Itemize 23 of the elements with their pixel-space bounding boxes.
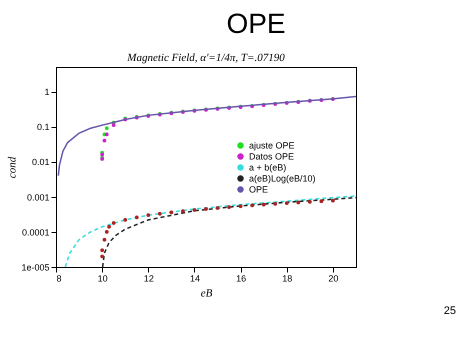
- y-tick-label: 0.1: [36, 122, 50, 132]
- legend-label: a(eB)Log(eB/10): [249, 174, 316, 184]
- chart-title: Magnetic Field, α'=1/4π, T=.07190: [126, 52, 286, 64]
- y-tick-label: 1e-005: [21, 262, 50, 272]
- x-tick-label: 8: [56, 274, 62, 284]
- x-tick-label: 18: [282, 274, 292, 284]
- legend-label: a + b(eB): [249, 162, 286, 172]
- y-axis-title: cond: [6, 156, 18, 178]
- y-tick-label: 0.001: [26, 192, 50, 202]
- x-tick-label: 12: [144, 274, 154, 284]
- x-axis-title: eB: [200, 288, 213, 300]
- y-tick-label: 1: [44, 87, 50, 98]
- legend-label: ajuste OPE: [249, 140, 295, 150]
- x-tick-label: 16: [236, 274, 246, 284]
- x-tick-label: 14: [190, 274, 200, 284]
- x-tick-label: 10: [98, 274, 108, 284]
- legend-label: Datos OPE: [249, 152, 294, 162]
- y-tick-label: 0.0001: [22, 227, 50, 238]
- text: 25: [444, 305, 456, 317]
- y-tick-label: 0.01: [32, 157, 50, 168]
- x-tick-label: 20: [328, 274, 338, 284]
- text: OPE: [226, 8, 286, 39]
- legend-label: OPE: [249, 184, 268, 194]
